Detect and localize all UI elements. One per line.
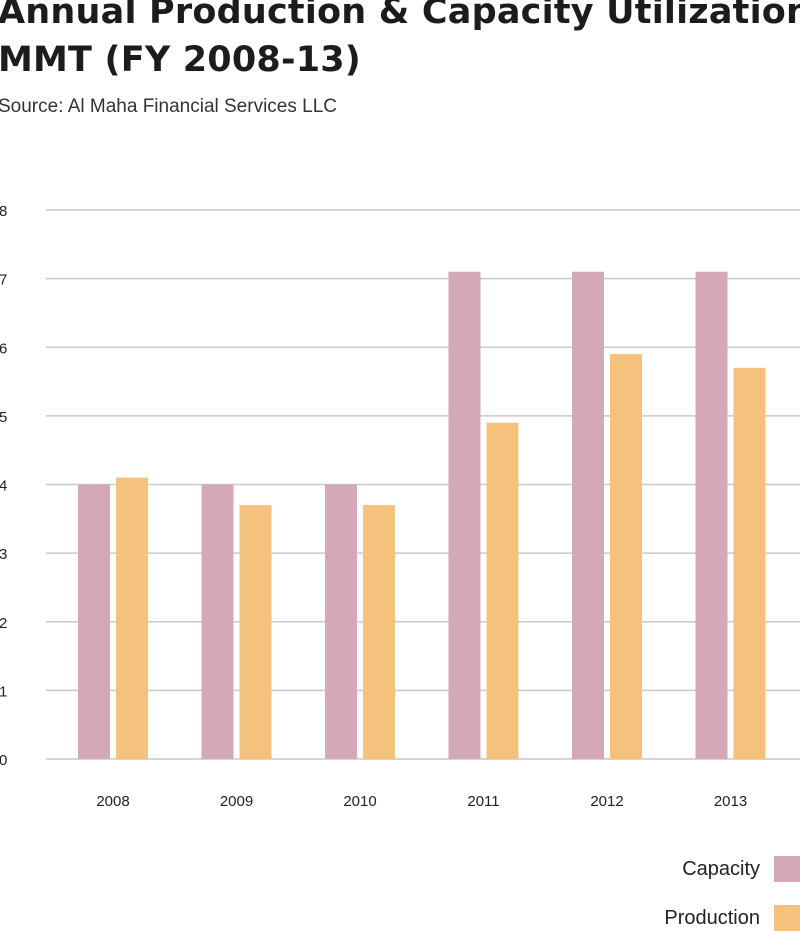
x-tick-label: 2008: [96, 793, 129, 810]
y-tick-label: 1: [0, 683, 7, 700]
legend-label-capacity: Capacity: [682, 857, 760, 880]
y-tick-label: 8: [0, 203, 7, 220]
y-tick-label: 3: [0, 546, 7, 563]
bar-production-2010: [363, 505, 395, 759]
x-tick-label: 2013: [714, 793, 747, 810]
legend-item-capacity: Capacity: [682, 856, 800, 882]
y-tick-label: 4: [0, 478, 7, 495]
legend-item-production: Production: [664, 905, 800, 931]
y-tick-label: 0: [0, 752, 7, 769]
bar-capacity-2008: [78, 484, 110, 759]
y-tick-label: 5: [0, 409, 7, 426]
x-tick-label: 2010: [343, 793, 376, 810]
chart-title: Annual Production & Capacity Utilization…: [0, 0, 800, 84]
x-tick-label: 2011: [467, 793, 499, 810]
y-tick-label: 6: [0, 340, 7, 357]
bar-capacity-2011: [448, 271, 481, 759]
chart-subtitle: Source: Al Maha Financial Services LLC: [0, 96, 337, 117]
x-tick-label: 2009: [220, 793, 253, 810]
y-tick-label: 2: [0, 615, 7, 632]
bar-production-2008: [116, 477, 148, 759]
legend-label-production: Production: [664, 906, 760, 929]
bar-production-2011: [486, 422, 519, 759]
bar-capacity-2010: [325, 484, 357, 759]
bar-capacity-2009: [201, 484, 234, 759]
bar-production-2012: [610, 354, 642, 759]
bar-capacity-2012: [572, 271, 604, 759]
bar-production-2009: [239, 505, 272, 759]
legend-swatch-production: [774, 905, 800, 931]
legend-swatch-capacity: [774, 856, 800, 882]
bar-capacity-2013: [695, 271, 728, 759]
bar-production-2013: [733, 367, 766, 759]
chart-title-line-2: MMT (FY 2008-13): [0, 40, 361, 80]
chart-title-line-1: Annual Production & Capacity Utilization: [0, 0, 800, 32]
x-tick-label: 2012: [590, 793, 623, 810]
y-tick-label: 7: [0, 272, 7, 289]
